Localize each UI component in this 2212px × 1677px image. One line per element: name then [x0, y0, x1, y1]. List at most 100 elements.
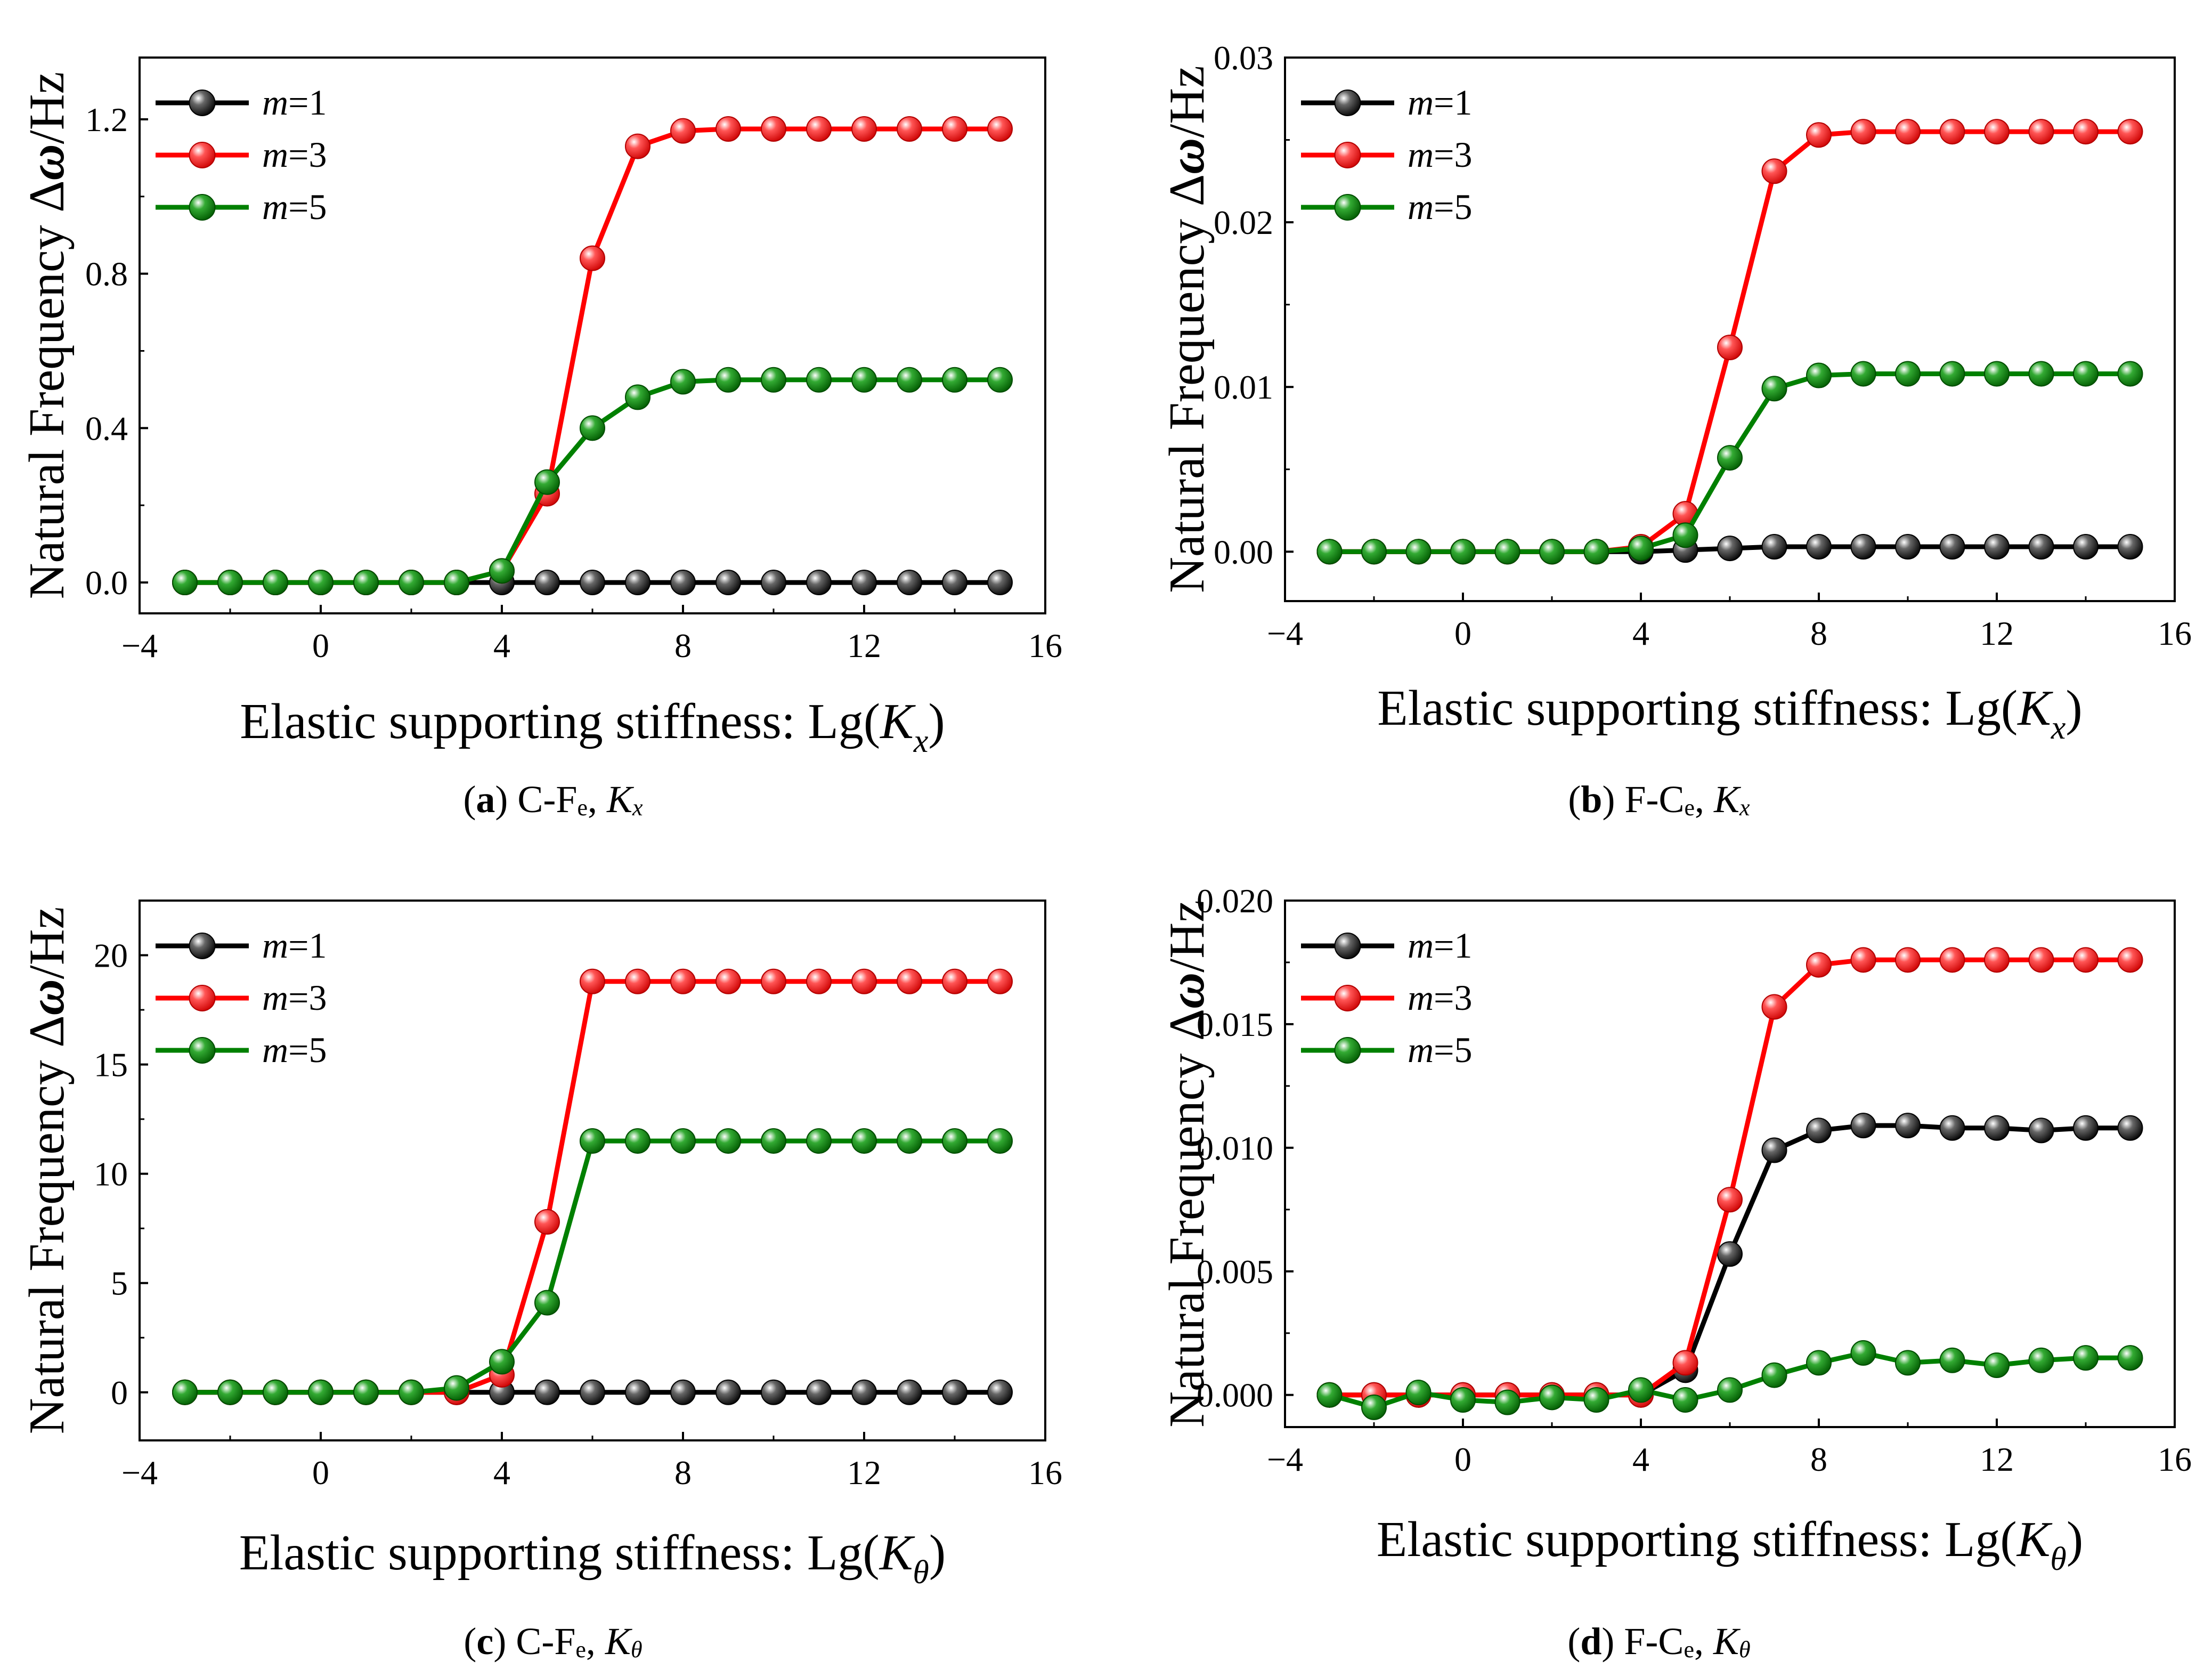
series-line — [1329, 957, 2130, 1398]
y-tick-label: 0.03 — [1214, 39, 1273, 77]
data-point — [1939, 119, 1965, 145]
x-tick-label: 12 — [847, 627, 881, 665]
y-tick-label: 5 — [111, 1265, 128, 1302]
data-point — [1316, 539, 1343, 565]
y-tick-label: 15 — [94, 1046, 128, 1084]
y-tick-label: 20 — [94, 937, 128, 975]
data-point — [399, 1379, 424, 1405]
data-point — [534, 1290, 560, 1316]
data-point — [399, 570, 424, 596]
y-tick-label: 0.02 — [1214, 204, 1273, 241]
y-tick-label: 0.4 — [85, 409, 128, 447]
data-point — [670, 1128, 696, 1154]
data-point — [1895, 1113, 1921, 1139]
y-tick-label: 0.015 — [1197, 1006, 1273, 1043]
data-point — [987, 968, 1013, 994]
legend: m=1 m=3 m=5 — [156, 925, 327, 1070]
legend-marker — [1334, 142, 1361, 168]
data-point — [2073, 1345, 2099, 1371]
data-point — [670, 118, 696, 144]
x-tick-label: −4 — [121, 627, 158, 665]
legend-label: m=3 — [262, 134, 327, 175]
data-point — [580, 1128, 605, 1154]
data-point — [2028, 361, 2054, 387]
data-point — [1361, 1394, 1387, 1420]
data-point — [444, 1375, 469, 1401]
data-point — [1583, 539, 1609, 565]
data-point — [942, 968, 967, 994]
data-point — [1984, 361, 2010, 387]
x-tick-label: −4 — [1267, 1440, 1303, 1478]
legend: m=1 m=3 m=5 — [1301, 82, 1472, 227]
data-point — [806, 1379, 832, 1405]
legend-label: m=3 — [1408, 134, 1472, 175]
data-point — [987, 1128, 1013, 1154]
data-point — [851, 570, 877, 596]
x-tick-label: 4 — [493, 627, 510, 665]
data-point — [1984, 534, 2010, 560]
chart-panel-c: −4 0 4 8 12 16 0 5 10 15 20 Natural Frequency Δω/Hz… — [19, 900, 1062, 1591]
legend-marker — [189, 985, 216, 1011]
data-point — [2117, 947, 2143, 973]
y-tick-label: 0 — [111, 1374, 128, 1412]
legend-label: m=5 — [262, 1030, 327, 1070]
y-tick-label: 0.000 — [1197, 1376, 1273, 1414]
data-point — [1539, 539, 1565, 565]
data-point — [1761, 534, 1787, 560]
data-point — [263, 570, 288, 596]
legend: m=1 m=3 m=5 — [1301, 925, 1472, 1070]
data-point — [580, 1379, 605, 1405]
data-point — [2117, 534, 2143, 560]
data-point — [353, 1379, 379, 1405]
data-point — [670, 570, 696, 596]
data-point — [1850, 361, 1876, 387]
data-point — [2117, 1345, 2143, 1371]
data-point — [534, 469, 560, 495]
data-point — [2073, 534, 2099, 560]
legend-label: m=3 — [262, 977, 327, 1018]
series-m5 — [172, 1128, 1013, 1405]
data-point — [1405, 1380, 1432, 1406]
data-point — [851, 367, 877, 393]
x-tick-label: 4 — [1632, 1440, 1649, 1478]
x-tick-label: 0 — [312, 627, 329, 665]
y-tick-label: 0.8 — [85, 255, 128, 293]
data-point — [1850, 947, 1876, 973]
series-m5 — [172, 367, 1013, 596]
legend-marker — [189, 142, 216, 168]
data-point — [1761, 994, 1787, 1020]
y-axis-label: Natural Frequency Δω/Hz — [19, 907, 75, 1435]
data-point — [806, 1128, 832, 1154]
data-point — [715, 968, 741, 994]
data-point — [987, 570, 1013, 596]
data-point — [761, 367, 786, 393]
data-point — [1717, 536, 1743, 562]
y-axis-label: Natural Frequency Δω/Hz — [1159, 900, 1215, 1428]
data-point — [897, 968, 922, 994]
data-point — [851, 968, 877, 994]
data-point — [625, 570, 650, 596]
data-point — [1806, 1117, 1832, 1144]
y-tick-label: 0.020 — [1197, 882, 1273, 920]
chart-panel-a: −4 0 4 8 12 16 0.0 0.4 0.8 1.2 Natural Frequency Δ… — [19, 56, 1062, 759]
x-tick-label: 16 — [2158, 1440, 2192, 1478]
data-point — [761, 968, 786, 994]
x-axis-label: Elastic supporting stiffness: Lg(Kθ) — [239, 1525, 946, 1591]
x-tick-label: 4 — [1632, 614, 1649, 652]
data-point — [761, 1379, 786, 1405]
data-point — [625, 1128, 650, 1154]
y-axis-label: Natural Frequency Δω/Hz — [19, 72, 75, 599]
legend-label: m=1 — [262, 82, 327, 123]
data-point — [1761, 1362, 1787, 1388]
data-point — [2073, 119, 2099, 145]
data-point — [534, 1209, 560, 1235]
data-point — [1806, 362, 1832, 388]
data-point — [1450, 539, 1476, 565]
data-point — [1494, 539, 1520, 565]
data-point — [942, 570, 967, 596]
data-point — [987, 367, 1013, 393]
data-point — [1939, 361, 1965, 387]
data-point — [489, 1349, 515, 1375]
x-tick-label: 0 — [312, 1454, 329, 1492]
x-tick-label: 12 — [1980, 614, 2014, 652]
